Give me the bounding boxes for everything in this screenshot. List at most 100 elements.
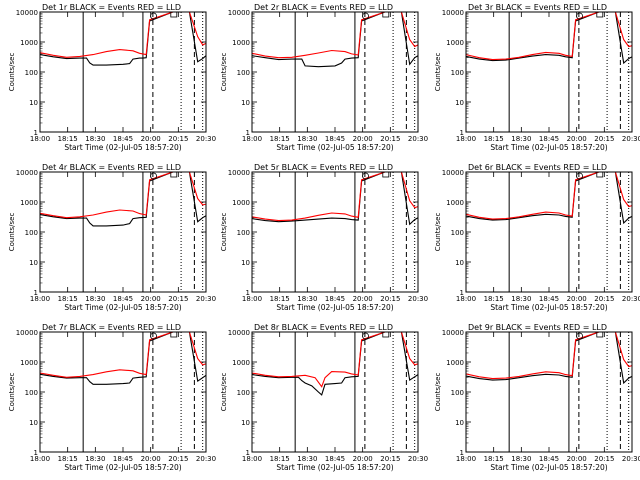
plot-frame [465,11,633,133]
y-tick-label: 10000 [16,329,38,337]
x-tick-label: 20:15 [594,295,614,303]
x-tick-label: 18:15 [270,455,290,463]
series-events-line [466,332,632,385]
y-tick-label: 10 [29,259,38,267]
y-tick-label: 10 [29,99,38,107]
x-axis-label: Start Time (02-Jul-05 18:57:20) [490,463,607,472]
plot-title: Det 8r BLACK = Events RED = LLD [254,323,393,332]
x-tick-label: 20:15 [594,455,614,463]
y-tick-label: 100 [451,389,464,397]
y-axis-label: Counts/sec [8,213,16,252]
orbit-marker [150,172,157,180]
plot-title: Det 3r BLACK = Events RED = LLD [468,3,607,12]
y-tick-label: 10 [29,419,38,427]
detector-plot-2: Det 2r BLACK = Events RED = LLD Counts/se… [220,3,428,152]
x-tick-label: 18:15 [58,455,78,463]
plot-frame [251,171,419,293]
x-tick-label: 20:15 [168,455,188,463]
y-tick-label: 100 [237,389,250,397]
x-tick-label: 18:45 [539,135,559,143]
x-tick-label: 18:00 [456,455,476,463]
x-tick-label: 18:30 [297,455,317,463]
detector-plot-5: Det 5r BLACK = Events RED = LLD Counts/se… [220,163,428,312]
y-tick-label: 10 [241,99,250,107]
x-tick-label: 20:30 [196,455,216,463]
detector-plot-8: Det 8r BLACK = Events RED = LLD Counts/se… [220,323,428,472]
x-tick-label: 18:45 [325,295,345,303]
x-tick-label: 18:15 [484,455,504,463]
x-tick-label: 20:00 [567,455,587,463]
series-lld-line [40,12,206,58]
y-axis-label: Counts/sec [8,53,16,92]
plot-title: Det 4r BLACK = Events RED = LLD [42,163,181,172]
x-tick-label: 18:00 [30,455,50,463]
x-tick-label: 20:15 [380,295,400,303]
y-axis-label: Counts/sec [434,373,442,412]
plot-frame [465,331,633,453]
x-tick-label: 20:00 [353,455,373,463]
y-tick-label: 10 [455,419,464,427]
x-tick-label: 20:15 [594,135,614,143]
x-tick-label: 18:30 [297,135,317,143]
x-tick-label: 20:00 [141,455,161,463]
y-tick-label: 1 [460,289,464,297]
series-events-line [252,172,418,226]
series-lld-line [252,12,418,59]
series-lld-line [466,12,632,61]
y-tick-label: 1000 [20,199,38,207]
x-tick-label: 18:15 [58,135,78,143]
y-tick-label: 10000 [442,169,464,177]
x-axis-label: Start Time (02-Jul-05 18:57:20) [64,303,181,312]
x-tick-label: 18:00 [456,295,476,303]
y-tick-label: 1 [246,289,250,297]
x-tick-label: 20:30 [622,455,640,463]
x-tick-label: 20:15 [168,135,188,143]
x-tick-label: 20:00 [567,295,587,303]
series-lld-line [466,172,632,220]
x-tick-label: 18:45 [325,455,345,463]
y-tick-label: 100 [237,229,250,237]
y-tick-label: 10 [241,419,250,427]
x-tick-label: 18:00 [30,295,50,303]
plot-frame [39,11,207,133]
plot-frame [465,171,633,293]
y-axis-label: Counts/sec [220,213,228,252]
x-tick-label: 18:00 [30,135,50,143]
y-tick-label: 10 [455,259,464,267]
detector-plot-3: Det 3r BLACK = Events RED = LLD Counts/se… [434,3,640,152]
series-lld-line [40,332,206,378]
x-tick-label: 20:00 [141,135,161,143]
orbit-marker [150,332,157,340]
plot-frame [39,331,207,453]
x-tick-label: 18:15 [270,135,290,143]
x-axis-label: Start Time (02-Jul-05 18:57:20) [276,143,393,152]
y-tick-label: 1000 [232,39,250,47]
y-tick-label: 100 [25,69,38,77]
plot-frame [39,171,207,293]
y-tick-label: 100 [237,69,250,77]
y-tick-label: 10 [455,99,464,107]
x-tick-label: 18:45 [113,135,133,143]
y-tick-label: 10000 [228,169,250,177]
y-tick-label: 10000 [228,329,250,337]
detector-plot-6: Det 6r BLACK = Events RED = LLD Counts/se… [434,163,640,312]
detector-plot-1: Det 1r BLACK = Events RED = LLD Counts/se… [8,3,216,152]
plot-title: Det 6r BLACK = Events RED = LLD [468,163,607,172]
plot-frame [251,331,419,453]
x-axis-label: Start Time (02-Jul-05 18:57:20) [490,303,607,312]
series-events-line [40,332,206,385]
series-events-line [466,12,632,65]
x-tick-label: 18:45 [539,295,559,303]
x-tick-label: 18:15 [58,295,78,303]
x-tick-label: 18:30 [85,135,105,143]
x-tick-label: 18:00 [242,295,262,303]
x-tick-label: 18:15 [484,135,504,143]
y-tick-label: 1 [246,449,250,457]
x-tick-label: 18:15 [484,295,504,303]
x-tick-label: 20:15 [380,455,400,463]
series-lld-line [40,172,206,219]
series-events-line [40,172,206,227]
y-tick-label: 100 [25,389,38,397]
orbit-marker [362,172,369,180]
y-axis-label: Counts/sec [8,373,16,412]
